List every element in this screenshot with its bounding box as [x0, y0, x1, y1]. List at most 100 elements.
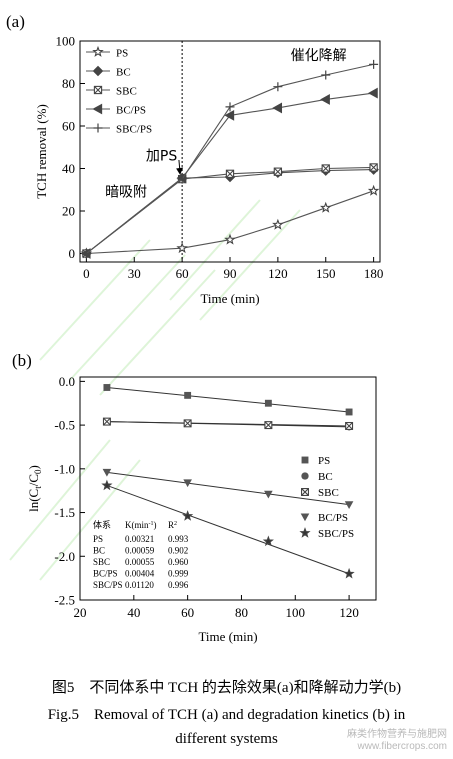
panel-a-point-sbc-ps-shape: [225, 102, 235, 112]
panel-b-x-tick-label: 120: [339, 605, 359, 620]
panel-b-point-bc-ps-shape: [344, 501, 354, 509]
panel-b-table-cell: 0.999: [168, 569, 189, 579]
panel-b-frame: [79, 376, 377, 601]
panel-a-annotation-catalytic: 催化降解: [291, 48, 347, 64]
panel-a-point-ps-shape: [367, 184, 380, 196]
panel-a-point-sbc: [225, 169, 235, 178]
panel-a-point-bc-ps: [272, 102, 283, 114]
panel-b-x-tick-label: 40: [127, 605, 140, 620]
caption-chinese: 图5 不同体系中 TCH 的去除效果(a)和降解动力学(b): [51, 680, 402, 696]
panel-a-label: (a): [6, 12, 25, 31]
panel-a-series-line-bc-ps: [86, 92, 374, 254]
panel-a-point-sbc: [321, 164, 330, 173]
panel-a-removal-chart: (a) 0 30 60 90 120 150 180 0 20 40 60 80 100 Time (min…: [6, 12, 383, 306]
panel-b-table-cell: BC: [93, 546, 105, 556]
panel-a-point-sbc-cross: [321, 164, 330, 173]
panel-a-point-sbc-ps: [225, 102, 235, 112]
panel-b-legend-marker-bc-ps-shape: [300, 513, 310, 522]
panel-b-table-header-r: R: [168, 520, 174, 530]
panel-b-point-bc-ps: [264, 490, 273, 499]
panel-a-legend-marker-bc-ps: [92, 103, 103, 115]
panel-a-legend-marker-sbc-cross: [94, 86, 102, 94]
panel-b-fit-line-ps: [106, 386, 350, 413]
panel-a-legend-label-bc-ps: BC/PS: [116, 105, 146, 117]
panel-b-table-header-k: K(min-1): [125, 520, 157, 530]
panel-b-table-header-k-close: ): [154, 520, 157, 530]
panel-b-legend-marker-bc: [301, 472, 309, 480]
panel-b-y-axis-label-part: /C: [26, 474, 41, 486]
panel-a-point-bc-ps-shape: [224, 109, 235, 121]
panel-b-point-bc-ps-shape: [183, 479, 192, 488]
panel-b-point-ps: [184, 391, 192, 399]
panel-a-point-ps-shape: [224, 233, 236, 245]
panel-a-point-ps: [319, 201, 332, 213]
panel-b-point-sbc-ps: [343, 567, 355, 579]
panel-b-legend-marker-ps-shape: [301, 456, 309, 464]
panel-a-point-ps-shape: [272, 218, 284, 230]
panel-b-point-sbc-ps-shape: [343, 567, 355, 579]
panel-b-table-cell: 0.993: [168, 534, 189, 544]
panel-b-table-cell: SBC/PS: [93, 580, 123, 590]
panel-a-x-tick-label: 90: [224, 266, 237, 281]
panel-a-point-sbc-cross: [369, 163, 378, 172]
panel-b-table-header-system: 体系: [93, 519, 111, 531]
panel-b-y-tick-label: -2.5: [54, 593, 75, 608]
panel-a-legend-marker-bc-shape: [92, 65, 104, 77]
panel-b-point-sbc-ps-shape: [262, 535, 274, 547]
panel-b-point-sbc-cross: [183, 419, 192, 428]
panel-b-table-cell: 0.00321: [125, 534, 154, 544]
panel-a-legend-marker-bc: [92, 65, 104, 77]
panel-a-legend-label-sbc-ps: SBC/PS: [116, 124, 152, 136]
panel-b-point-ps: [103, 384, 111, 391]
panel-b-y-tick-label: -1.5: [54, 505, 75, 520]
site-watermark-url: www.fibercrops.com: [357, 741, 447, 752]
panel-b-point-sbc: [264, 421, 273, 430]
panel-a-point-bc-ps-shape: [367, 87, 378, 99]
panel-a-x-tick-label: 150: [316, 266, 336, 281]
panel-b-point-sbc-ps-shape: [182, 510, 194, 521]
panel-b-y-axis-label-part: 0: [33, 469, 43, 474]
panel-b-x-axis-label: Time (min): [198, 629, 257, 644]
panel-b-legend-marker-sbc: [301, 488, 309, 496]
panel-b-point-sbc-ps-shape: [101, 479, 113, 491]
panel-b-point-bc-ps-shape: [264, 490, 273, 499]
panel-a-legend-label-ps: PS: [116, 48, 128, 60]
panel-a-legend-marker-sbc: [93, 85, 103, 95]
panel-b-legend-marker-bc-ps: [300, 513, 310, 522]
panel-a-y-tick-label: 100: [56, 34, 76, 49]
panel-b-point-ps: [345, 408, 353, 416]
panel-b-point-sbc-cross: [103, 417, 111, 426]
panel-b-point-ps-shape: [103, 384, 111, 391]
panel-b-point-bc-ps-shape: [102, 468, 112, 477]
panel-b-fit-line-bc-ps: [106, 471, 350, 506]
panel-a-point-sbc-ps-shape: [81, 249, 91, 258]
panel-a-point-sbc: [369, 163, 378, 172]
panel-b-y-axis-label-part: ln(C: [26, 489, 41, 512]
panel-a-x-tick-label: 60: [176, 266, 189, 281]
panel-b-x-tick-label: 20: [74, 605, 87, 620]
panel-a-point-sbc-ps: [81, 249, 91, 258]
panel-a-arrow-head: [176, 167, 184, 175]
panel-a-x-tick-label: 0: [83, 266, 90, 281]
panel-b-y-tick-label: -1.0: [54, 461, 75, 476]
panel-b-legend-label-bc-ps: BC/PS: [318, 512, 348, 524]
panel-a-point-sbc-cross: [273, 167, 282, 176]
panel-b-point-sbc-ps: [101, 479, 113, 491]
panel-a-point-sbc: [273, 167, 283, 176]
panel-a-point-sbc-ps: [369, 59, 379, 69]
panel-a-point-sbc-ps-shape: [273, 82, 283, 92]
panel-a-point-bc-ps-shape: [272, 102, 283, 114]
panel-a-point-sbc-ps-shape: [369, 59, 379, 69]
panel-a-legend-marker-bc-ps-shape: [92, 103, 103, 115]
panel-b-table-cell: PS: [93, 534, 103, 544]
panel-b-table-cell: 0.00055: [125, 557, 155, 567]
panel-a-legend-marker-ps: [92, 45, 104, 57]
panel-a-y-tick-label: 0: [69, 246, 76, 261]
panel-b-x-tick-label: 100: [286, 605, 306, 620]
panel-a-point-sbc-ps-shape: [321, 70, 331, 80]
panel-b-point-sbc-cross: [345, 422, 353, 430]
panel-a-series-line-ps: [86, 190, 374, 255]
panel-b-point-sbc-ps: [182, 510, 194, 521]
panel-a-x-tick-label: 30: [128, 266, 141, 281]
